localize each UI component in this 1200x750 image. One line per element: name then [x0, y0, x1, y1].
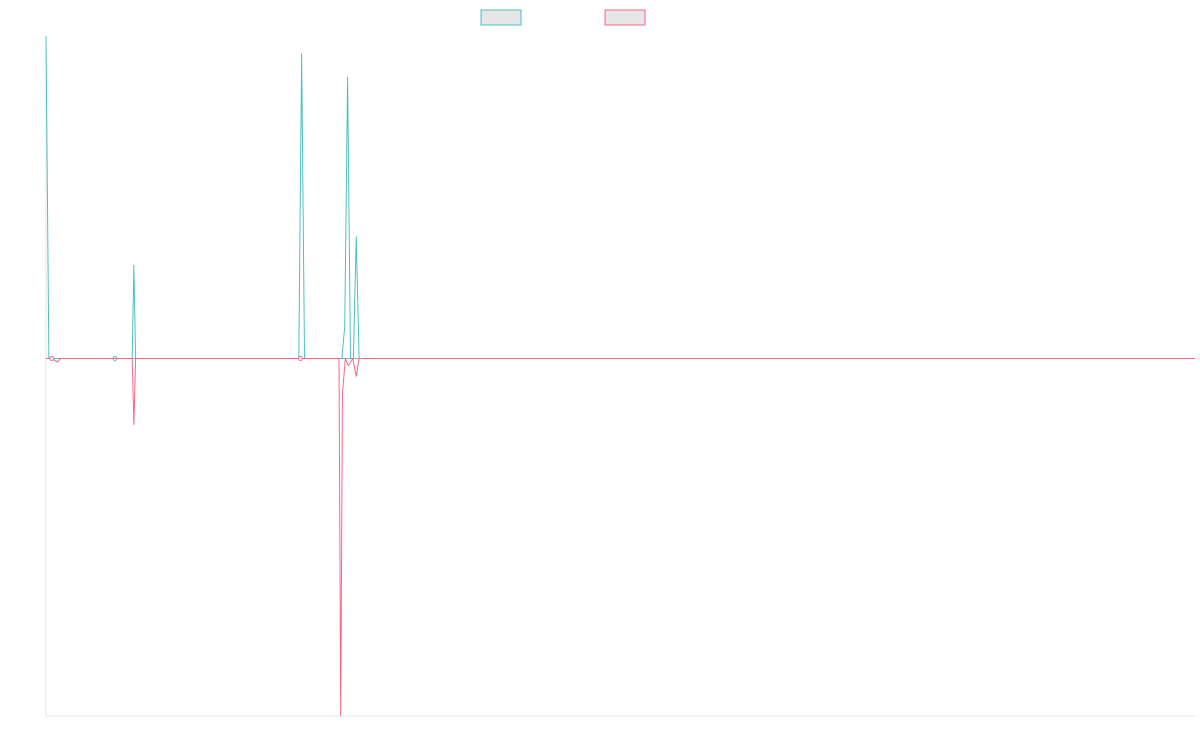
data-point-b-2[interactable] — [298, 356, 303, 361]
data-point-b-1[interactable] — [49, 356, 55, 361]
series-line-a — [45, 35, 1195, 359]
legend-swatch-series-b[interactable] — [604, 9, 646, 26]
legend-swatch-series-a[interactable] — [480, 9, 522, 26]
series-line-b — [46, 358, 1195, 717]
series-layer — [45, 35, 1195, 717]
legend — [480, 9, 646, 26]
plot-area — [45, 35, 1195, 717]
